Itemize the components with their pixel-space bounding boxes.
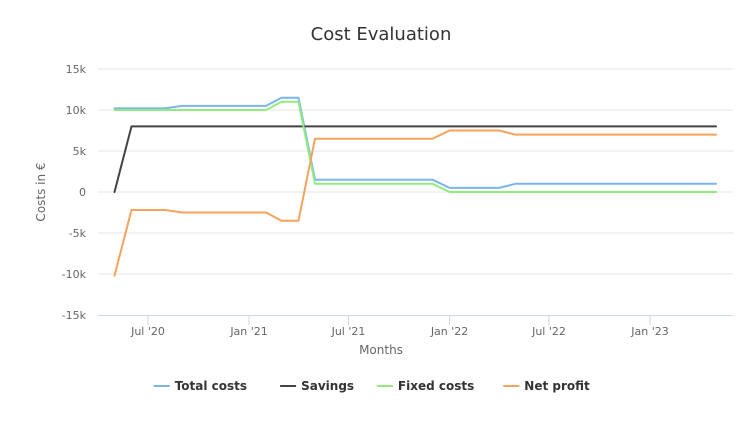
y-tick-label: 10k: [66, 104, 87, 117]
legend-item-fixed-costs[interactable]: Fixed costs: [376, 379, 474, 393]
x-tick-label: Jul '20: [130, 325, 165, 338]
grid: [98, 68, 733, 275]
x-tick-label: Jan '23: [630, 325, 668, 338]
chart-title: Cost Evaluation: [311, 24, 452, 45]
x-axis-label: Months: [359, 343, 403, 357]
series-line-total-costs: [113, 96, 717, 189]
y-tick-label: -15k: [62, 309, 87, 322]
y-tick-label: 0: [79, 186, 86, 199]
y-tick-label: -10k: [62, 268, 87, 281]
legend-label: Savings: [301, 379, 354, 393]
legend-item-total-costs[interactable]: Total costs: [153, 379, 247, 393]
y-axis-label: Costs in €: [34, 162, 48, 221]
legend-item-net-profit[interactable]: Net profit: [503, 379, 590, 393]
legend-label: Total costs: [175, 379, 247, 393]
y-tick-label: 5k: [73, 145, 87, 158]
y-tick-label: 15k: [66, 63, 87, 76]
y-tick-label: -5k: [69, 227, 87, 240]
x-tick-label: Jan '22: [430, 325, 468, 338]
legend: Total costs Savings Fixed costs Net profit: [153, 379, 590, 393]
x-tick-label: Jul '22: [531, 325, 566, 338]
series-lines: [113, 96, 717, 277]
legend-item-savings[interactable]: Savings: [280, 379, 354, 393]
series-line-net-profit: [113, 129, 717, 277]
x-tick-label: Jul '21: [331, 325, 366, 338]
legend-label: Net profit: [524, 379, 590, 393]
legend-label: Fixed costs: [398, 379, 474, 393]
series-line-savings: [113, 125, 717, 193]
x-axis-ticks: Jul '20 Jan '21 Jul '21 Jan '22 Jul '22 Jan '…: [130, 315, 669, 338]
y-axis-ticks: 15k 10k 5k 0 -5k -10k -15k: [62, 63, 87, 322]
x-tick-label: Jan '21: [229, 325, 267, 338]
series-line-fixed-costs: [113, 100, 717, 193]
